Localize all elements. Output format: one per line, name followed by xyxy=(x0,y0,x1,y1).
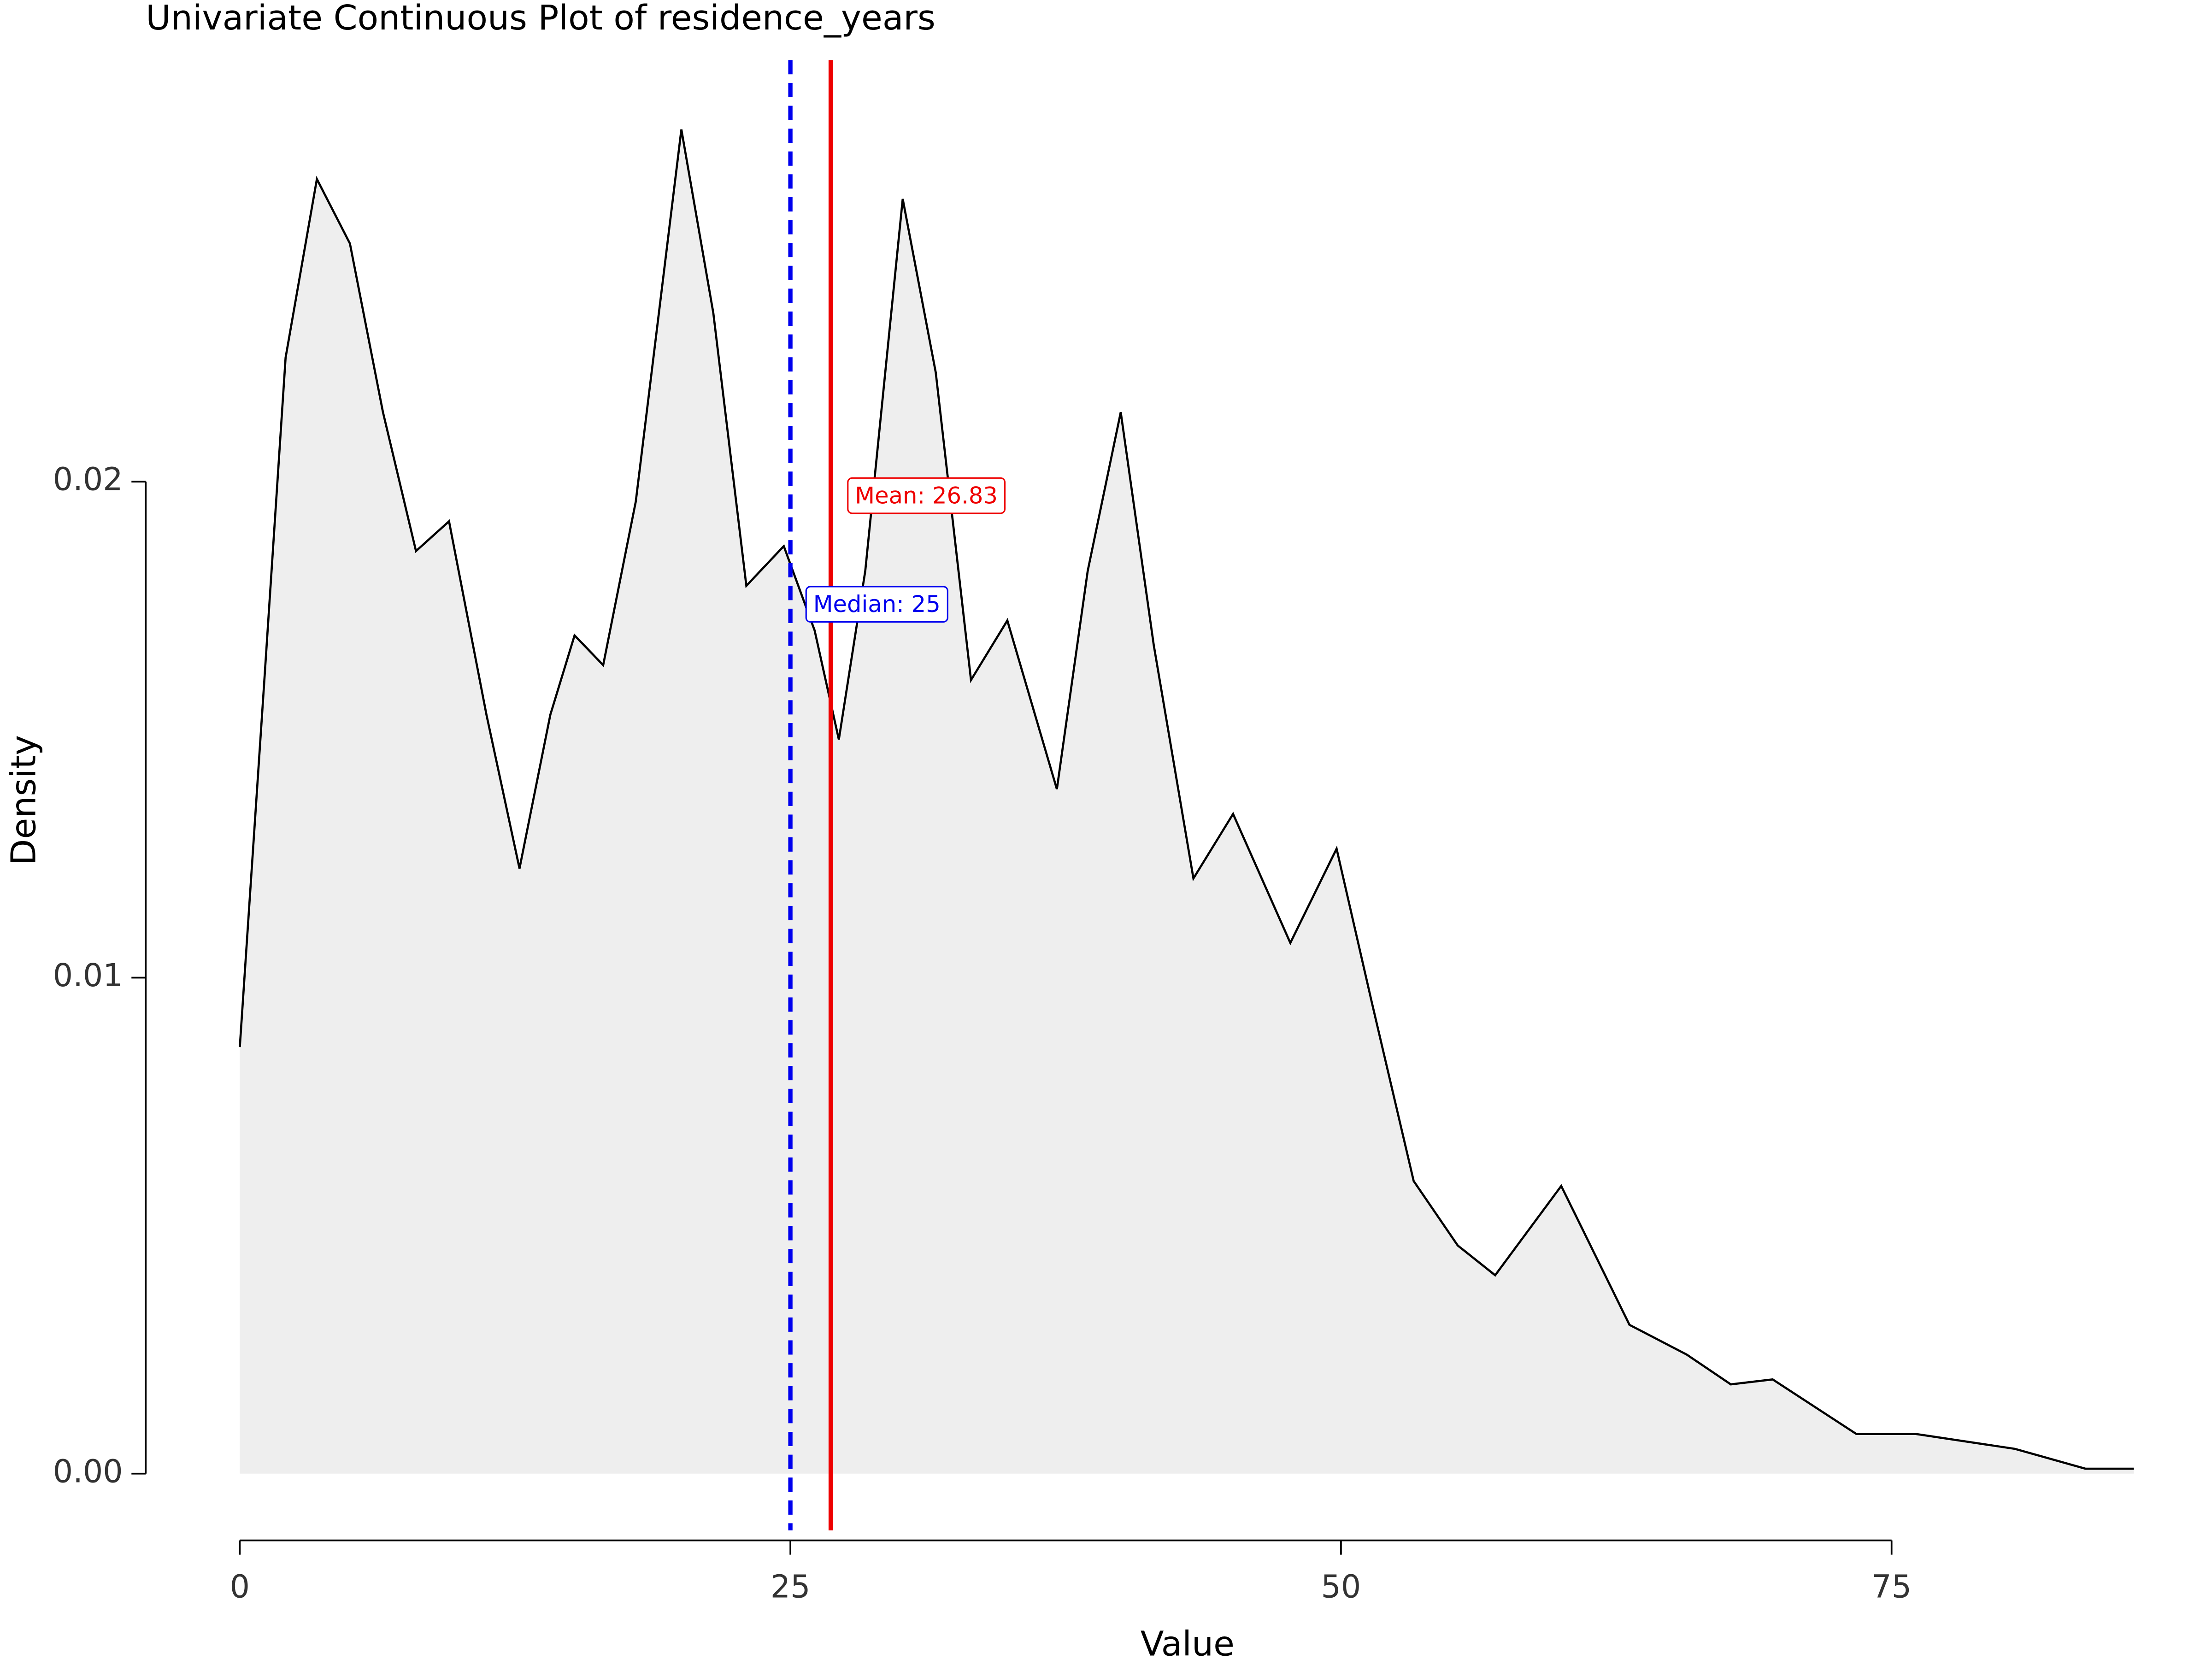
mean-label: Mean: 26.83 xyxy=(855,482,998,509)
x-tick-label: 25 xyxy=(771,1569,811,1606)
y-tick-label: 0.00 xyxy=(53,1453,123,1490)
x-tick-label: 0 xyxy=(230,1569,250,1606)
x-axis-label: Value xyxy=(1141,1624,1235,1659)
median-label-box xyxy=(805,586,948,623)
y-tick-label: 0.02 xyxy=(53,462,123,498)
median-label: Median: 25 xyxy=(813,591,941,618)
density-line xyxy=(239,129,2134,1470)
x-tick-label: 75 xyxy=(1871,1569,1912,1606)
x-tick-label: 50 xyxy=(1321,1569,1361,1606)
y-tick-label: 0.01 xyxy=(53,958,123,994)
density-area xyxy=(240,129,2134,1474)
mean-label-box xyxy=(847,477,1006,514)
chart-title: Univariate Continuous Plot of residence_… xyxy=(146,0,935,38)
y-axis-label: Density xyxy=(3,735,43,865)
